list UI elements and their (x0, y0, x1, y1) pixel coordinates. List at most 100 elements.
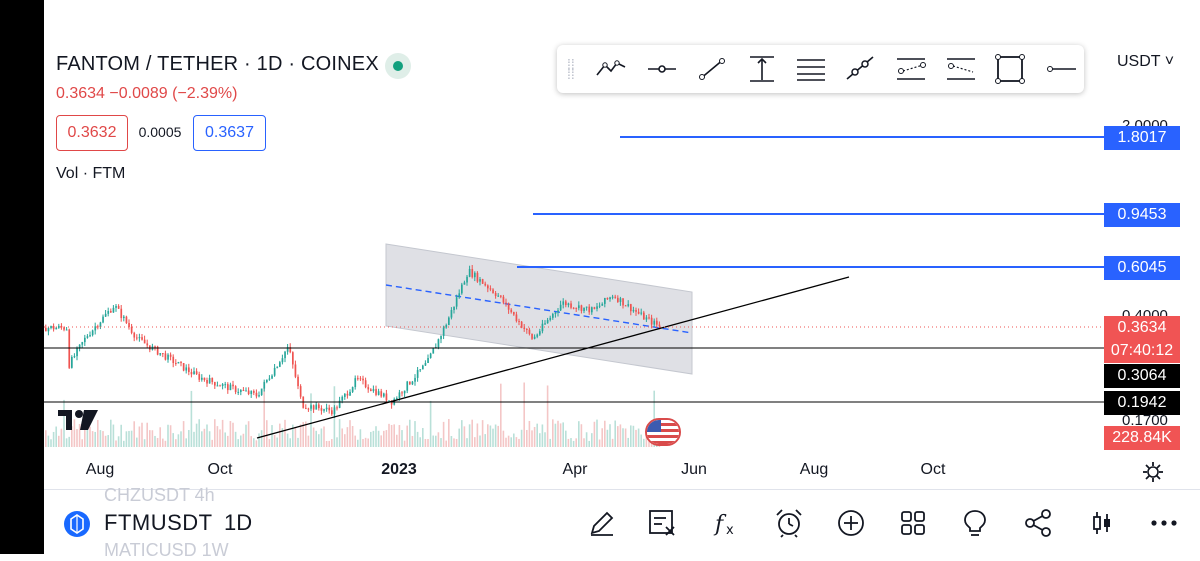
pencil-icon[interactable] (586, 507, 618, 539)
volume-bar (338, 419, 341, 447)
level-label-3[interactable]: 0.6045 (1104, 256, 1180, 280)
volume-bar (310, 393, 312, 447)
volume-bar (611, 438, 614, 447)
candle-body (117, 305, 120, 309)
currency-selector[interactable]: USDT ˅ (1117, 53, 1175, 70)
candle-body (268, 378, 271, 380)
volume-bar (481, 420, 484, 447)
chart-settings-gear-icon[interactable] (1141, 460, 1165, 484)
parallel-lines-icon[interactable] (793, 53, 829, 85)
volume-bar (320, 428, 323, 447)
volume-bar (232, 422, 234, 447)
volume-bar (346, 427, 349, 447)
share-icon[interactable] (1022, 507, 1054, 539)
alert-icon[interactable] (773, 507, 805, 539)
volume-bar (325, 440, 328, 447)
horizontal-line-icon[interactable] (1042, 53, 1078, 85)
svg-text:x: x (726, 523, 734, 538)
candle-body (487, 285, 489, 289)
regression-icon[interactable] (943, 53, 979, 85)
candle-body (289, 347, 292, 353)
more-icon[interactable] (1148, 507, 1180, 539)
candle-body (526, 328, 528, 330)
candle-body (502, 296, 505, 303)
level-label-4[interactable]: 0.3064 (1104, 364, 1180, 388)
volume-bar (596, 419, 598, 447)
volume-bar (606, 429, 609, 447)
candle-body (403, 390, 406, 394)
rectangle-icon[interactable] (992, 53, 1028, 85)
interval-switcher[interactable]: 1D (224, 510, 253, 535)
sell-price-button[interactable]: 0.3632 (56, 115, 128, 151)
volume-bar (614, 420, 616, 447)
volume-bar (609, 424, 611, 447)
fib-icon[interactable] (843, 53, 879, 85)
volume-bar (58, 435, 60, 447)
candle-body (63, 327, 65, 330)
us-flag-icon[interactable] (645, 418, 681, 446)
candle-body (325, 407, 328, 410)
candle-body (489, 288, 492, 290)
candle-body (91, 330, 94, 336)
candle-body (484, 283, 487, 286)
volume-value-label: 228.84K (1104, 426, 1180, 450)
volume-bar (328, 440, 330, 447)
candle-body (591, 307, 593, 313)
candle-body (432, 348, 435, 354)
candle-body (572, 307, 575, 309)
candle-body (565, 301, 567, 306)
price-range-icon[interactable] (744, 53, 780, 85)
level-label-2[interactable]: 0.9453 (1104, 203, 1180, 227)
candle-body (175, 363, 177, 365)
volume-bar (123, 440, 125, 447)
volume-bar (299, 424, 302, 447)
candle-body (401, 392, 403, 394)
volume-bar (601, 428, 603, 447)
volume-bar (81, 439, 83, 447)
volume-bar (549, 438, 551, 447)
candle-body (169, 354, 172, 357)
candle-body (523, 327, 526, 329)
candle-body (112, 307, 115, 313)
volume-indicator-label[interactable]: Vol · FTM (56, 165, 126, 182)
volume-bar (419, 437, 421, 447)
candle-body (146, 343, 149, 346)
volume-bar (177, 434, 180, 447)
buy-price-button[interactable]: 0.3637 (193, 115, 266, 151)
candle-body (229, 384, 232, 391)
volume-bar (115, 440, 117, 447)
layout-icon[interactable] (897, 507, 929, 539)
candle-body (471, 269, 474, 278)
candle-style-icon[interactable] (1086, 507, 1118, 539)
volume-bar (461, 420, 463, 447)
level-label-1[interactable]: 1.8017 (1104, 126, 1180, 150)
candle-body (260, 388, 263, 396)
candle-body (619, 298, 622, 302)
candle-body (598, 305, 601, 307)
level-label-5[interactable]: 0.1942 (1104, 391, 1180, 415)
candle-body (463, 282, 466, 285)
volume-bar (84, 421, 86, 447)
candle-body (190, 372, 193, 375)
drag-handle-icon[interactable]: ⁞⁞ ⁞⁞ (567, 56, 575, 82)
candle-body (292, 352, 294, 365)
path-tool-icon[interactable] (593, 53, 629, 85)
price-chart[interactable]: 2.00000.40000.1700 (0, 0, 1200, 490)
volume-bar (258, 433, 260, 447)
candle-body (167, 354, 169, 360)
candle-body (414, 377, 416, 382)
candle-body (188, 367, 190, 373)
idea-icon[interactable] (959, 507, 991, 539)
volume-bar (133, 421, 135, 447)
volume-bar (143, 439, 146, 447)
pitchfork-icon[interactable] (893, 53, 929, 85)
horizontal-ray-icon[interactable] (644, 53, 680, 85)
trend-line-icon[interactable] (694, 53, 730, 85)
symbol-title[interactable]: FANTOM / TETHER · 1D · COINEX (56, 53, 379, 75)
symbol-switcher[interactable]: FTMUSDT (104, 510, 213, 535)
text-note-icon[interactable] (646, 507, 678, 539)
candle-body (585, 306, 588, 308)
add-icon[interactable] (835, 507, 867, 539)
volume-bar (513, 433, 515, 447)
